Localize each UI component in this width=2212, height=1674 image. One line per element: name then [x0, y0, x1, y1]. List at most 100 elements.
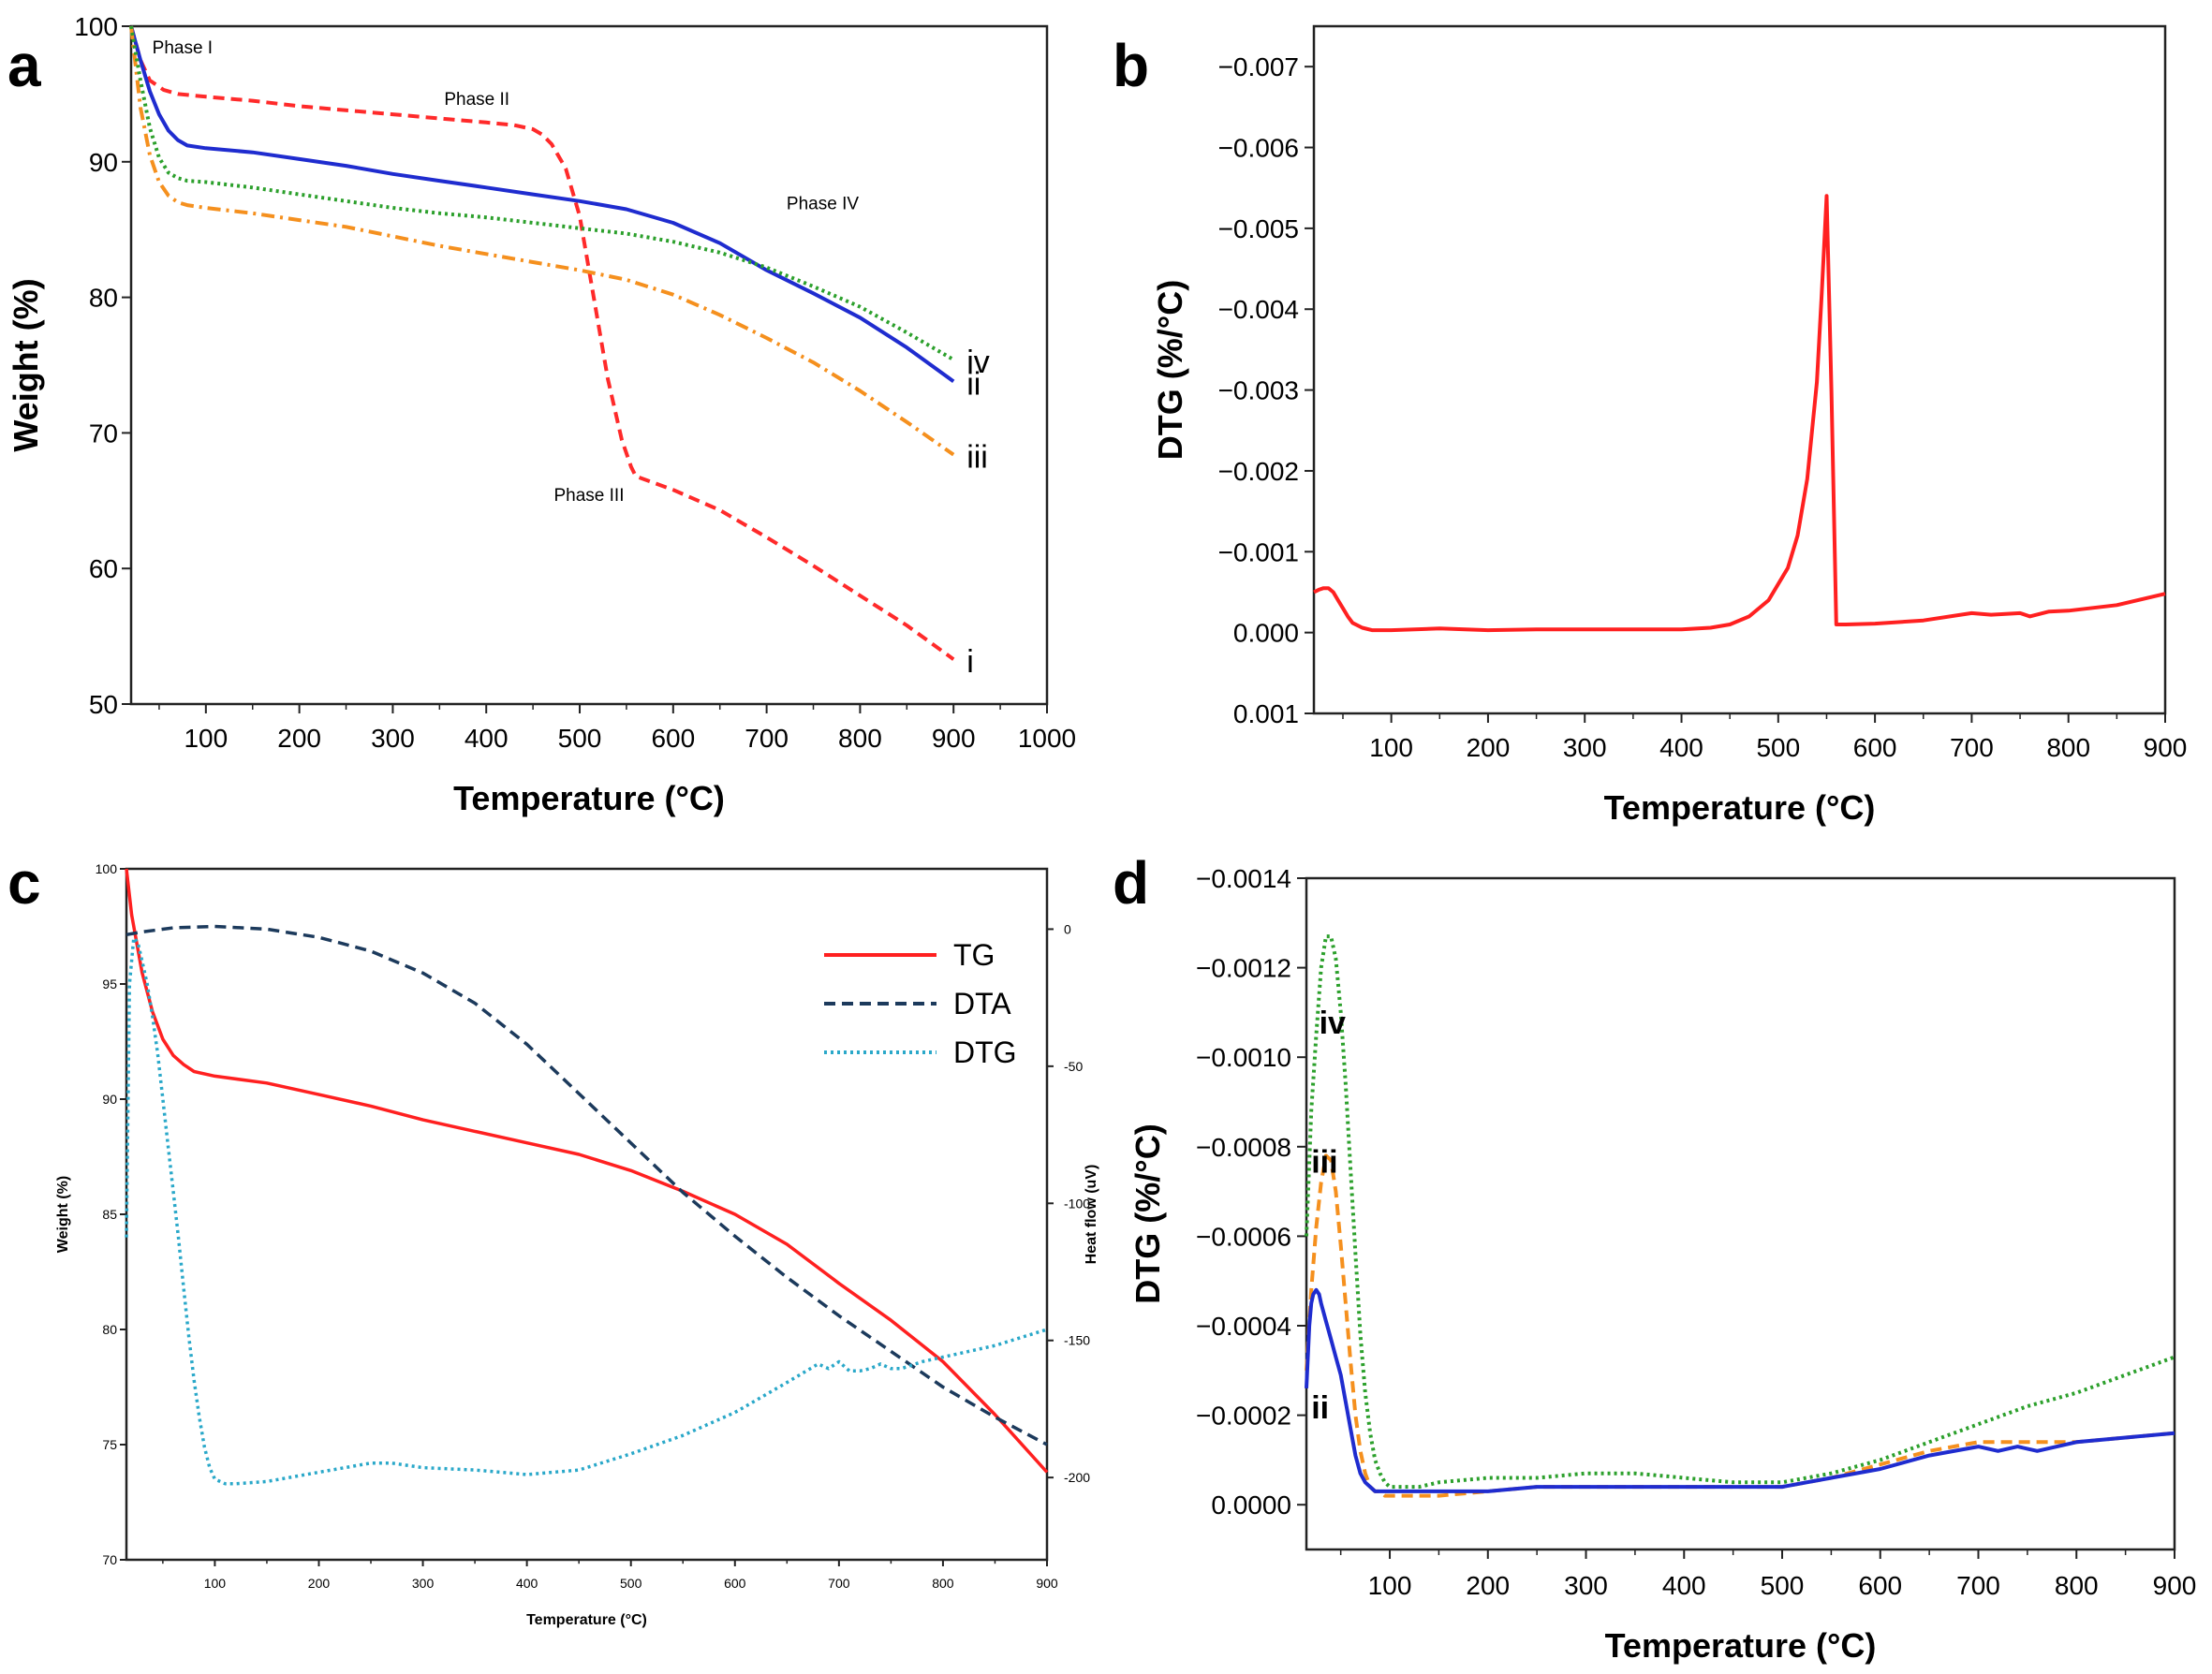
- y2-tick-label: -50: [1064, 1059, 1083, 1074]
- x-tick-label: 100: [204, 1576, 227, 1591]
- x-tick-label: 1000: [1018, 724, 1076, 753]
- y2-tick-label: -200: [1064, 1470, 1090, 1485]
- phase-annotation: Phase III: [554, 486, 625, 506]
- legend-label-DTA: DTA: [953, 987, 1011, 1021]
- y-tick-label: 50: [89, 690, 118, 719]
- x-tick-label: 500: [620, 1576, 642, 1591]
- y-tick-label: −0.003: [1218, 376, 1299, 405]
- x-tick-label: 200: [308, 1576, 331, 1591]
- series-line-ii: [129, 25, 955, 384]
- x-tick-label: 400: [465, 724, 509, 753]
- x-axis-title: Temperature (°C): [1605, 1626, 1877, 1665]
- y-tick-label: −0.0010: [1196, 1043, 1291, 1072]
- series-line-iv: [1305, 934, 2175, 1490]
- x-tick-label: 200: [1466, 1571, 1510, 1600]
- y-tick-label: 70: [89, 418, 118, 448]
- series-line-DTG: [1313, 194, 2166, 633]
- x-tick-label: 200: [1467, 733, 1511, 762]
- y-tick-label: 100: [96, 861, 118, 876]
- y2-tick-label: -100: [1064, 1196, 1090, 1211]
- series-label-ii: ii: [966, 366, 981, 402]
- x-tick-label: 300: [412, 1576, 435, 1591]
- panel-letter-a: a: [7, 32, 41, 99]
- y-tick-label: −0.0006: [1196, 1222, 1291, 1251]
- y2-tick-label: -150: [1064, 1333, 1090, 1348]
- x-tick-label: 100: [184, 724, 228, 753]
- legend-label-DTG: DTG: [953, 1035, 1017, 1069]
- y-tick-label: −0.001: [1218, 537, 1299, 566]
- y-tick-label: 75: [102, 1437, 117, 1452]
- series-label-i: i: [966, 644, 974, 680]
- y-tick-label: 85: [102, 1207, 117, 1222]
- x-tick-label: 600: [724, 1576, 746, 1591]
- x-tick-label: 400: [516, 1576, 538, 1591]
- series-label-iii: iii: [966, 440, 988, 476]
- series-line-iii: [129, 25, 955, 457]
- phase-annotation: Phase IV: [787, 194, 859, 213]
- y-tick-label: −0.0012: [1196, 954, 1291, 983]
- y-tick-label: −0.0008: [1196, 1133, 1291, 1162]
- series-line-iv: [129, 25, 955, 361]
- x-tick-label: 800: [2046, 733, 2090, 762]
- y-tick-label: 95: [102, 976, 117, 991]
- y-tick-label: −0.007: [1218, 52, 1299, 81]
- y-tick-label: −0.0002: [1196, 1402, 1291, 1431]
- plot-frame-b: [1312, 24, 2167, 715]
- x-tick-label: 900: [932, 724, 976, 753]
- y-tick-label: 60: [89, 554, 118, 583]
- x-tick-label: 600: [1853, 733, 1897, 762]
- x-tick-label: 100: [1369, 733, 1413, 762]
- series-line-DTG: [125, 936, 1048, 1486]
- series-label-iv: iv: [966, 345, 990, 380]
- x-tick-label: 800: [2055, 1571, 2099, 1600]
- y-tick-label: 0.0000: [1211, 1490, 1291, 1520]
- panel-letter-c: c: [7, 849, 41, 917]
- x-tick-label: 600: [1858, 1571, 1902, 1600]
- x-tick-label: 800: [932, 1576, 954, 1591]
- legend-label-TG: TG: [953, 938, 995, 972]
- y-tick-label: 90: [102, 1092, 117, 1107]
- x-tick-label: 900: [2153, 1571, 2197, 1600]
- x-tick-label: 800: [838, 724, 882, 753]
- series-line-ii: [1305, 1287, 2175, 1493]
- y-tick-label: 100: [74, 12, 118, 41]
- panel-letter-d: d: [1113, 849, 1149, 917]
- y-tick-label: −0.002: [1218, 457, 1299, 486]
- x-tick-label: 300: [1564, 1571, 1608, 1600]
- chart-panel-a: 100 200 300 400 500 600 700 800 900 1000 50 60 70 80 9…: [7, 12, 1076, 817]
- x-tick-label: 300: [1563, 733, 1607, 762]
- series-line-i: [129, 25, 955, 661]
- x-tick-label: 700: [828, 1576, 850, 1591]
- y-tick-label: 90: [89, 148, 118, 177]
- y-tick-label: 0.000: [1233, 619, 1299, 648]
- x-tick-label: 200: [277, 724, 321, 753]
- y-axis-title: Weight (%): [7, 278, 45, 451]
- x-tick-label: 400: [1662, 1571, 1706, 1600]
- y-tick-label: 80: [89, 284, 118, 313]
- x-tick-label: 500: [1756, 733, 1800, 762]
- x-tick-label: 700: [1956, 1571, 2000, 1600]
- x-tick-label: 100: [1368, 1571, 1412, 1600]
- series-line-DTA: [125, 924, 1048, 1446]
- x-tick-label: 900: [2144, 733, 2188, 762]
- series-line-iii: [1305, 1153, 2175, 1498]
- chart-panel-c: 100 200 300 400 500 600 700 800 900 70 75 80 85 90 95 1…: [55, 861, 1099, 1628]
- y-axis-title: Weight (%): [55, 1176, 71, 1253]
- y-tick-label: −0.005: [1218, 214, 1299, 243]
- series-label-ii: ii: [1311, 1390, 1329, 1426]
- y-tick-label: −0.006: [1218, 134, 1299, 163]
- x-tick-label: 300: [371, 724, 415, 753]
- y-tick-label: 0.001: [1233, 699, 1299, 728]
- chart-panel-b: 100 200 300 400 500 600 700 800 900 0.001 0.000 −0.…: [1151, 24, 2188, 827]
- plot-frame-a: [129, 24, 1049, 706]
- x-axis-title: Temperature (°C): [1604, 788, 1876, 827]
- chart-panel-d: 100 200 300 400 500 600 700 800 900 0.0000 −0.0002…: [1128, 864, 2196, 1665]
- x-axis-title: Temperature (°C): [453, 779, 725, 817]
- y-tick-label: 70: [102, 1552, 117, 1567]
- plot-frame-c: [125, 867, 1049, 1562]
- y2-axis-title: Heat flow (uV): [1084, 1165, 1099, 1265]
- panel-letter-b: b: [1113, 32, 1149, 99]
- y-tick-label: −0.004: [1218, 295, 1299, 324]
- y-tick-label: −0.0004: [1196, 1312, 1291, 1341]
